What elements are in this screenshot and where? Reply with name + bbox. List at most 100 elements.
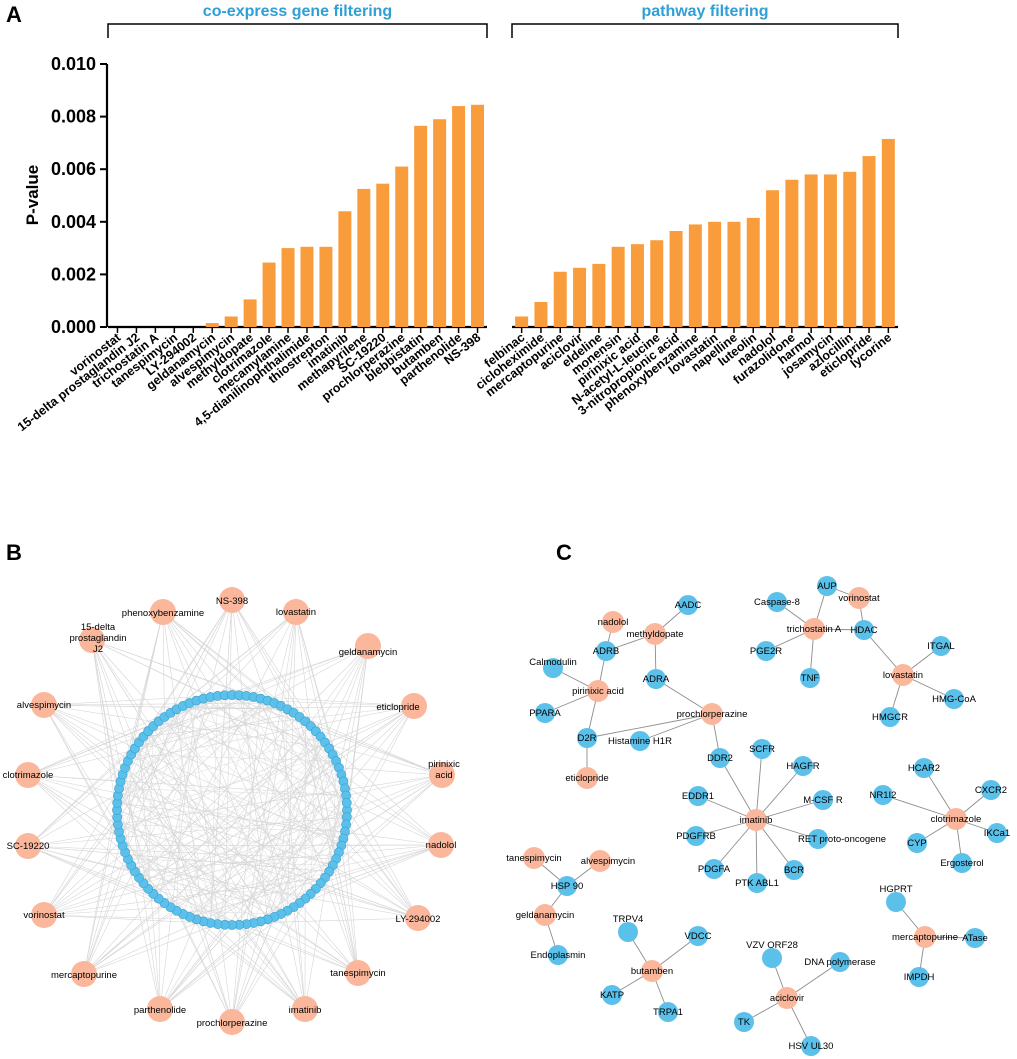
edge bbox=[170, 712, 342, 846]
edge bbox=[338, 645, 369, 768]
edge bbox=[43, 704, 288, 710]
edge bbox=[159, 795, 347, 1010]
edge bbox=[120, 645, 369, 782]
target-node-tk bbox=[734, 1012, 754, 1032]
target-node bbox=[255, 693, 266, 704]
edge bbox=[315, 731, 419, 919]
target-node-vzv-orf28 bbox=[762, 948, 782, 968]
target-node bbox=[113, 819, 123, 830]
y-tick-label: 0.010 bbox=[51, 54, 96, 74]
target-node-bcr bbox=[784, 860, 804, 880]
edge bbox=[120, 781, 337, 860]
target-node-nr1i2 bbox=[873, 785, 893, 805]
target-node bbox=[112, 805, 122, 815]
node-label-hcar2: HCAR2 bbox=[908, 763, 940, 774]
bar-harmol bbox=[804, 174, 818, 327]
edge bbox=[902, 674, 955, 700]
edge bbox=[231, 709, 288, 1023]
target-node bbox=[341, 790, 351, 801]
edge bbox=[159, 742, 326, 1010]
drug-node-ly-294002 bbox=[405, 905, 431, 931]
edge bbox=[310, 844, 442, 895]
node-label-hmgcr: HMGCR bbox=[872, 712, 908, 723]
edge bbox=[158, 898, 161, 1010]
target-node bbox=[300, 716, 311, 727]
edge bbox=[148, 888, 311, 895]
edge bbox=[260, 877, 326, 922]
edge bbox=[332, 761, 337, 866]
node-label-aup: AUP bbox=[817, 581, 837, 592]
target-node bbox=[153, 716, 164, 727]
node-label-dna-polymerase: DNA polymerase bbox=[804, 957, 875, 968]
edge bbox=[345, 645, 369, 825]
edge bbox=[231, 893, 311, 1023]
edge bbox=[27, 721, 159, 776]
edge bbox=[127, 611, 297, 762]
target-node bbox=[171, 905, 182, 916]
drug-node-tanespimycin bbox=[523, 847, 545, 869]
edge bbox=[117, 748, 136, 796]
node-label-cxcr2: CXCR2 bbox=[975, 785, 1007, 796]
edge bbox=[346, 645, 369, 811]
target-node bbox=[112, 812, 123, 823]
drug-label: pirinixic acid bbox=[428, 759, 460, 781]
edge bbox=[159, 781, 344, 1010]
bar-geldanamycin bbox=[205, 323, 219, 327]
target-node bbox=[178, 701, 188, 711]
drug-label: imatinib bbox=[289, 1005, 322, 1016]
target-node-aadc bbox=[678, 595, 698, 615]
node-label-prochlorperazine: prochlorperazine bbox=[677, 709, 748, 720]
edge bbox=[43, 704, 300, 904]
edge bbox=[771, 957, 788, 999]
edge bbox=[231, 802, 348, 1023]
edge bbox=[91, 639, 282, 915]
node-label-aadc: AADC bbox=[675, 600, 702, 611]
edge bbox=[43, 700, 197, 916]
node-label-geldanamycin: geldanamycin bbox=[516, 910, 575, 921]
panel-label-b: B bbox=[6, 540, 22, 565]
edge bbox=[170, 645, 369, 908]
edge bbox=[43, 696, 211, 916]
target-node bbox=[117, 769, 128, 780]
target-node-hsp-90 bbox=[557, 876, 577, 896]
edge bbox=[231, 599, 348, 811]
edge bbox=[755, 819, 819, 840]
drug-label: alvespimycin bbox=[17, 700, 71, 711]
edge bbox=[27, 774, 344, 839]
edge bbox=[122, 845, 225, 925]
edge bbox=[189, 809, 348, 918]
edge bbox=[159, 919, 268, 1010]
target-node bbox=[320, 872, 330, 883]
edge bbox=[293, 712, 337, 860]
node-label-hgprt: HGPRT bbox=[879, 884, 912, 895]
edge bbox=[813, 628, 865, 631]
edge bbox=[116, 599, 233, 811]
edge bbox=[217, 611, 297, 697]
edge bbox=[122, 844, 442, 846]
target-node bbox=[334, 762, 344, 773]
node-label-hmg-coa: HMG-CoA bbox=[932, 694, 976, 705]
edge bbox=[164, 716, 442, 846]
edge bbox=[91, 639, 254, 698]
target-node bbox=[320, 737, 330, 748]
target-node bbox=[269, 912, 280, 922]
drug-label: lovastatin bbox=[276, 607, 316, 618]
edge bbox=[162, 611, 321, 737]
edge bbox=[138, 742, 161, 1010]
node-label-pirinixic-acid: pirinixic acid bbox=[572, 686, 624, 697]
edge bbox=[280, 705, 419, 919]
edge bbox=[182, 705, 419, 919]
node-label-tanespimycin: tanespimycin bbox=[506, 853, 561, 864]
drug-node-tanespimycin bbox=[345, 960, 371, 986]
edge bbox=[639, 713, 713, 742]
edge bbox=[310, 844, 442, 895]
edge bbox=[83, 709, 177, 975]
edge bbox=[27, 696, 254, 776]
edge bbox=[43, 696, 211, 916]
edge bbox=[116, 611, 164, 818]
target-node bbox=[134, 737, 144, 748]
edge bbox=[43, 704, 321, 884]
edge bbox=[182, 705, 443, 776]
node-label-methyldopate: methyldopate bbox=[626, 629, 683, 640]
node-label-adrb: ADRB bbox=[593, 646, 619, 657]
